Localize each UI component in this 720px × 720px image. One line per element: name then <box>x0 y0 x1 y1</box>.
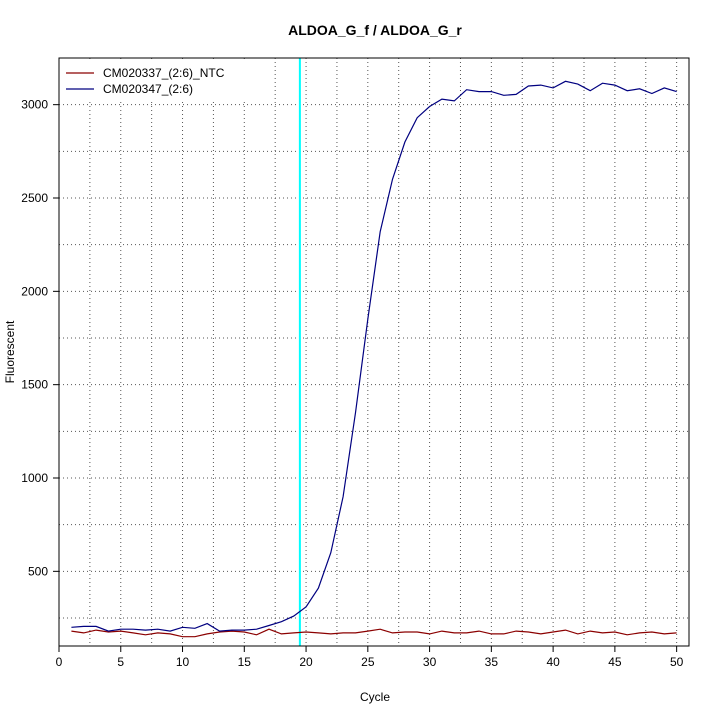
x-tick-label: 5 <box>117 655 124 669</box>
y-tick-label: 2500 <box>21 191 48 205</box>
x-tick-label: 50 <box>670 655 684 669</box>
x-tick-label: 40 <box>546 655 560 669</box>
legend-label-2: CM020347_(2:6) <box>103 82 193 96</box>
x-tick-label: 20 <box>299 655 313 669</box>
series-line-1 <box>71 628 677 638</box>
x-tick-label: 25 <box>361 655 375 669</box>
y-axis-label: Fluorescent <box>3 320 17 383</box>
legend-background <box>60 59 250 99</box>
x-tick-label: 35 <box>485 655 499 669</box>
x-tick-label: 0 <box>56 655 63 669</box>
y-tick-label: 3000 <box>21 98 48 112</box>
grid-lines <box>59 58 689 646</box>
x-tick-label: 45 <box>608 655 622 669</box>
y-tick-label: 1000 <box>21 471 48 485</box>
series-line-2 <box>71 80 677 632</box>
plot-frame <box>58 57 690 647</box>
legend: CM020337_(2:6)_NTC CM020347_(2:6) <box>60 59 250 99</box>
x-tick-label: 30 <box>423 655 437 669</box>
x-axis: 0 5 10 15 20 25 30 35 40 45 50 <box>56 646 684 669</box>
y-tick-label: 1500 <box>21 378 48 392</box>
x-tick-label: 15 <box>238 655 252 669</box>
series-layer <box>71 80 677 638</box>
y-tick-label: 2000 <box>21 284 48 298</box>
legend-label-1: CM020337_(2:6)_NTC <box>103 66 225 80</box>
x-axis-label: Cycle <box>360 690 390 704</box>
y-tick-label: 500 <box>28 564 48 578</box>
y-axis: 500 1000 1500 2000 2500 3000 <box>21 98 59 578</box>
x-tick-label: 10 <box>176 655 190 669</box>
chart-title: ALDOA_G_f / ALDOA_G_r <box>288 22 462 38</box>
